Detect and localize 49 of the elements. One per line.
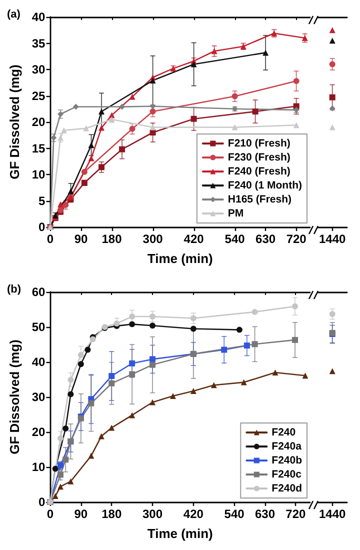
y-tick-label: 25 (32, 88, 46, 103)
y-tick-label: 20 (32, 115, 46, 129)
y-tick-label: 10 (32, 168, 46, 182)
x-tick-label: 180 (102, 232, 122, 246)
x-tick-label: 300 (142, 507, 163, 521)
x-tick-label: 1440 (318, 507, 346, 521)
x-tick-label: 540 (224, 232, 246, 246)
x-axis-title: Time (min) (147, 251, 213, 266)
x-tick-label: 1440 (318, 232, 346, 246)
x-tick-label: 630 (254, 507, 276, 521)
x-axis-title: Time (min) (147, 526, 213, 541)
legend-label: PM (228, 208, 244, 220)
legend-label: F240b (272, 454, 302, 466)
chart-title: (a) (7, 8, 21, 20)
x-tick-label: 180 (102, 507, 122, 521)
x-tick-label: 540 (224, 507, 245, 521)
y-tick-label: 40 (32, 10, 46, 24)
x-tick-label: 300 (142, 232, 164, 246)
legend-label: F240c (272, 468, 302, 480)
y-tick-label: 30 (32, 62, 46, 76)
y-tick-label: 60 (32, 285, 46, 299)
x-tick-label: 90 (74, 232, 88, 246)
legend-label: F230 (Fresh) (228, 152, 290, 164)
y-tick-label: 40 (32, 355, 46, 369)
y-tick-label: 35 (32, 36, 46, 50)
y-tick-label: 20 (32, 425, 46, 439)
legend-label: F240 (272, 426, 296, 438)
chart-title: (b) (7, 284, 22, 296)
y-tick-label: 30 (32, 390, 46, 404)
y-tick-label: 5 (38, 194, 46, 208)
x-tick-label: 420 (184, 232, 204, 246)
y-tick-label: 50 (32, 320, 46, 334)
x-tick-label: 720 (286, 232, 307, 246)
y-axis-title: GF Dissolved (mg) (7, 340, 22, 454)
x-tick-label: 420 (183, 507, 204, 521)
y-axis-title: GF Dissolved (mg) (7, 64, 22, 180)
y-tick-label: 0 (38, 220, 46, 234)
y-tick-label: 0 (38, 495, 46, 509)
legend-label: F240 (Fresh) (228, 166, 290, 178)
legend-label: H165 (Fresh) (228, 194, 292, 206)
legend-label: F210 (Fresh) (228, 138, 290, 150)
x-tick-label: 720 (286, 507, 306, 521)
x-tick-label: 90 (74, 507, 88, 521)
legend-label: F240d (272, 482, 302, 494)
x-tick-label: 630 (256, 232, 276, 246)
legend-label: F240a (272, 440, 302, 452)
legend-label: F240 (1 Month) (228, 180, 302, 192)
y-tick-label: 10 (32, 460, 46, 474)
y-tick-label: 15 (32, 141, 46, 156)
